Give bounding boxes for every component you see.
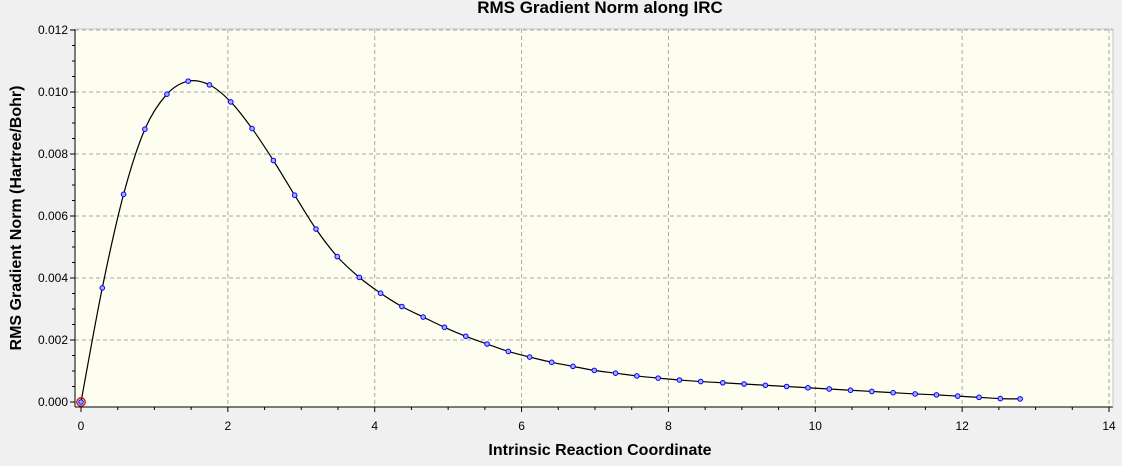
data-point[interactable] bbox=[719, 379, 726, 386]
data-point[interactable] bbox=[249, 125, 255, 132]
data-point[interactable] bbox=[356, 274, 363, 281]
data-point[interactable] bbox=[334, 253, 341, 260]
y-tick-label: 0.002 bbox=[38, 333, 68, 347]
x-tick-label: 6 bbox=[518, 419, 525, 433]
x-tick-label: 10 bbox=[809, 419, 823, 433]
x-axis-label: Intrinsic Reaction Coordinate bbox=[488, 442, 711, 459]
x-tick-label: 14 bbox=[1102, 419, 1116, 433]
highlighted-point bbox=[76, 397, 86, 407]
data-point[interactable] bbox=[185, 78, 192, 84]
data-point[interactable] bbox=[441, 324, 448, 331]
x-tick-label: 0 bbox=[78, 419, 85, 433]
y-tick-label: 0.012 bbox=[38, 23, 68, 37]
series bbox=[76, 78, 1023, 407]
data-point[interactable] bbox=[1017, 396, 1023, 402]
data-point[interactable] bbox=[526, 354, 533, 360]
data-point[interactable] bbox=[741, 381, 747, 387]
data-point[interactable] bbox=[655, 375, 661, 381]
data-point[interactable] bbox=[291, 192, 298, 199]
plot-area bbox=[75, 29, 1113, 407]
y-tick-label: 0.008 bbox=[38, 147, 68, 161]
data-point[interactable] bbox=[164, 91, 170, 97]
data-point[interactable] bbox=[399, 303, 405, 310]
data-point[interactable] bbox=[762, 382, 769, 389]
x-tick-label: 12 bbox=[955, 419, 969, 433]
data-point[interactable] bbox=[270, 157, 277, 164]
y-tick-label: 0.000 bbox=[38, 395, 68, 409]
data-point[interactable] bbox=[548, 359, 555, 366]
ticks: 0 2 4 6 8 10 12 14 0.000 0.002 0.004 0.006 0.008 0.01… bbox=[38, 23, 1116, 433]
data-point[interactable] bbox=[676, 377, 683, 383]
data-point[interactable] bbox=[805, 384, 811, 391]
data-point[interactable] bbox=[420, 314, 426, 320]
data-point[interactable] bbox=[997, 395, 1004, 402]
data-point[interactable] bbox=[505, 348, 512, 355]
data-point[interactable] bbox=[78, 399, 84, 405]
y-axis-label: RMS Gradient Norm (Hartree/Bohr) bbox=[8, 86, 25, 351]
data-point[interactable] bbox=[783, 383, 790, 390]
data-point[interactable] bbox=[206, 82, 213, 88]
data-point[interactable] bbox=[869, 388, 875, 395]
x-tick-label: 2 bbox=[225, 419, 232, 433]
y-tick-label: 0.004 bbox=[38, 271, 68, 285]
data-point[interactable] bbox=[634, 373, 640, 379]
y-tick-label: 0.010 bbox=[38, 85, 68, 99]
data-point[interactable] bbox=[227, 99, 234, 105]
data-point[interactable] bbox=[120, 191, 127, 198]
data-point[interactable] bbox=[313, 226, 319, 232]
grid-lines bbox=[75, 29, 1113, 407]
data-point[interactable] bbox=[954, 393, 961, 399]
x-tick-label: 8 bbox=[665, 419, 672, 433]
data-point[interactable] bbox=[912, 391, 918, 397]
data-point[interactable] bbox=[697, 378, 704, 385]
x-tick-label: 4 bbox=[371, 419, 378, 433]
data-point[interactable] bbox=[462, 333, 469, 340]
data-point[interactable] bbox=[570, 363, 576, 370]
data-point[interactable] bbox=[976, 394, 982, 401]
data-point[interactable] bbox=[99, 285, 106, 291]
chart-title: RMS Gradient Norm along IRC bbox=[477, 0, 723, 17]
y-tick-label: 0.006 bbox=[38, 209, 68, 223]
data-point[interactable] bbox=[377, 290, 384, 296]
data-point[interactable] bbox=[890, 389, 896, 396]
data-point[interactable] bbox=[847, 387, 854, 394]
data-point[interactable] bbox=[612, 370, 619, 376]
data-point[interactable] bbox=[484, 341, 490, 347]
data-point[interactable] bbox=[826, 386, 833, 392]
data-point[interactable] bbox=[142, 126, 148, 132]
data-point[interactable] bbox=[591, 367, 598, 374]
data-point[interactable] bbox=[933, 392, 940, 398]
